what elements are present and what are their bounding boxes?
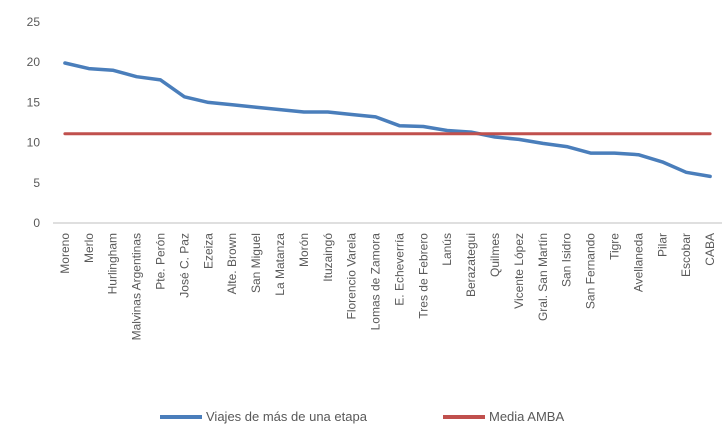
x-tick-label: San Isidro — [560, 233, 574, 287]
x-tick-label: Ituzaingó — [321, 233, 335, 282]
x-axis-ticks: Moreno Merlo Hurlingham Malvinas Argentinas… — [58, 233, 717, 341]
y-tick-label: 10 — [27, 136, 41, 150]
x-tick-label: E. Echeverría — [392, 233, 406, 306]
x-tick-label: CABA — [703, 233, 717, 266]
x-tick-label: Hurlingham — [106, 233, 120, 294]
x-tick-label: Berazategui — [464, 233, 478, 297]
x-tick-label: Alte. Brown — [225, 233, 239, 294]
x-tick-label: Moreno — [58, 233, 72, 274]
x-tick-label: Lomas de Zamora — [369, 233, 383, 331]
x-tick-label: Morón — [297, 233, 311, 267]
x-tick-label: Malvinas Argentinas — [130, 233, 144, 340]
x-tick-label: Tigre — [607, 233, 621, 260]
legend-label-2: Media AMBA — [489, 409, 564, 424]
legend-label-1: Viajes de más de una etapa — [206, 409, 368, 424]
y-tick-label: 5 — [33, 176, 40, 190]
x-tick-label: Lanús — [440, 233, 454, 266]
x-tick-label: Ezeiza — [201, 233, 215, 269]
y-tick-label: 25 — [27, 15, 41, 29]
y-axis-ticks: 0 5 10 15 20 25 — [27, 15, 41, 230]
x-tick-label: Tres de Febrero — [416, 233, 430, 319]
x-tick-label: Quilmes — [488, 233, 502, 277]
x-tick-label: Merlo — [82, 233, 96, 263]
y-tick-label: 20 — [27, 55, 41, 69]
series-line-1 — [63, 61, 712, 179]
x-tick-label: Vicente López — [512, 233, 526, 309]
x-tick-label: Florencio Varela — [345, 233, 359, 320]
legend: Viajes de más de una etapa Media AMBA — [160, 409, 564, 424]
y-tick-label: 15 — [27, 95, 41, 109]
x-tick-label: José C. Paz — [177, 233, 191, 298]
x-tick-label: Escobar — [679, 233, 693, 277]
y-tick-label: 0 — [33, 216, 40, 230]
x-tick-label: San Fernando — [584, 233, 598, 309]
x-tick-label: San Miguel — [249, 233, 263, 293]
x-tick-label: Pte. Perón — [154, 233, 168, 290]
x-tick-label: Gral. San Martín — [536, 233, 550, 321]
series-layer — [63, 61, 712, 179]
x-tick-label: Pilar — [655, 233, 669, 257]
x-tick-label: Avellaneda — [631, 233, 645, 292]
x-tick-label: La Matanza — [273, 233, 287, 296]
